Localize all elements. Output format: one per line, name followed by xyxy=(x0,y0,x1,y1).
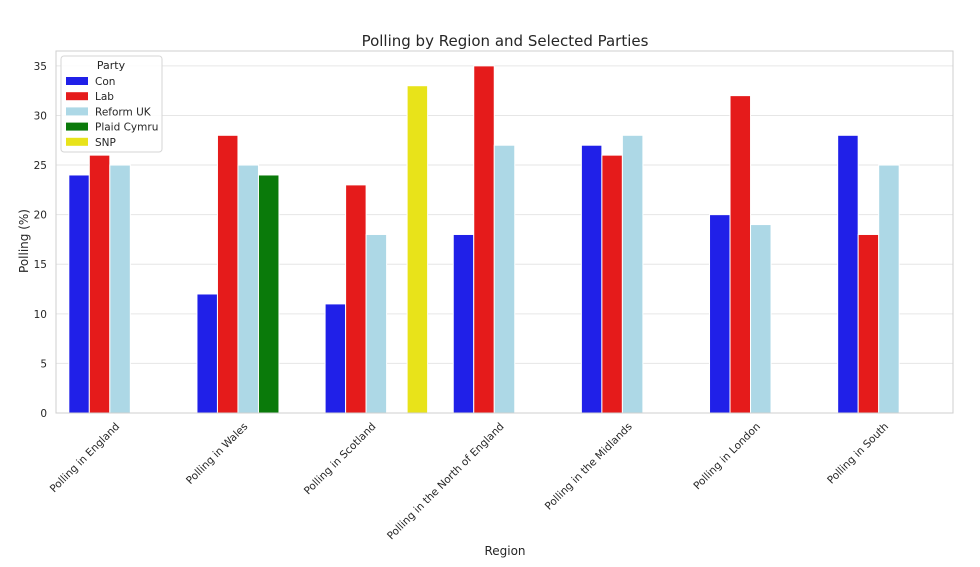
bar-reform-uk xyxy=(621,134,644,414)
bar-reform-uk xyxy=(493,144,516,414)
legend-swatch xyxy=(66,92,88,101)
x-axis-label: Region xyxy=(484,544,525,558)
bar-lab xyxy=(729,95,752,414)
legend-label: Plaid Cymru xyxy=(95,122,158,134)
y-tick-label: 0 xyxy=(40,408,47,420)
bar-reform-uk xyxy=(878,164,900,414)
bar-con xyxy=(452,233,475,414)
y-tick-label: 20 xyxy=(34,210,47,222)
y-tick-label: 10 xyxy=(34,309,47,321)
bar-reform-uk xyxy=(109,164,131,414)
bar-con xyxy=(68,174,90,414)
bar-lab xyxy=(601,154,623,414)
bars xyxy=(68,65,900,414)
legend-swatch xyxy=(66,122,88,131)
y-tick-label: 25 xyxy=(34,160,47,172)
y-tick-label: 35 xyxy=(34,61,47,73)
bar-lab xyxy=(857,233,880,414)
bar-reform-uk xyxy=(365,233,388,414)
y-axis-label: Polling (%) xyxy=(17,209,31,273)
y-tick-label: 15 xyxy=(34,259,47,271)
bar-con xyxy=(580,144,603,414)
bar-lab xyxy=(216,134,239,414)
bar-con xyxy=(196,293,218,414)
legend-label: Con xyxy=(95,76,115,88)
legend-swatch xyxy=(66,107,88,116)
bar-snp xyxy=(406,85,429,414)
bar-reform-uk xyxy=(750,224,772,414)
bar-reform-uk xyxy=(237,164,259,414)
bar-con xyxy=(709,214,731,414)
legend-label: Reform UK xyxy=(95,106,152,118)
legend-label: SNP xyxy=(95,137,116,149)
legend-label: Lab xyxy=(95,91,114,103)
y-tick-label: 30 xyxy=(34,110,47,122)
bar-plaid-cymru xyxy=(257,174,280,414)
legend-items: Con Lab Reform UK Plaid Cymru SNP xyxy=(66,76,158,149)
legend-title: Party xyxy=(97,59,126,72)
bar-con xyxy=(837,134,859,414)
legend: Party Con Lab Reform UK Plaid Cymru SNP xyxy=(60,55,163,153)
bar-con xyxy=(324,303,347,414)
bar-lab xyxy=(88,154,111,414)
y-tick-labels: 0 5 10 15 20 25 30 35 xyxy=(34,61,47,420)
bar-lab xyxy=(473,65,495,414)
plot-frame xyxy=(55,50,954,414)
legend-swatch xyxy=(66,77,88,85)
bar-lab xyxy=(345,184,367,414)
legend-swatch xyxy=(66,137,88,146)
chart-title: Polling by Region and Selected Parties xyxy=(362,32,649,50)
y-tick-label: 5 xyxy=(40,358,47,370)
